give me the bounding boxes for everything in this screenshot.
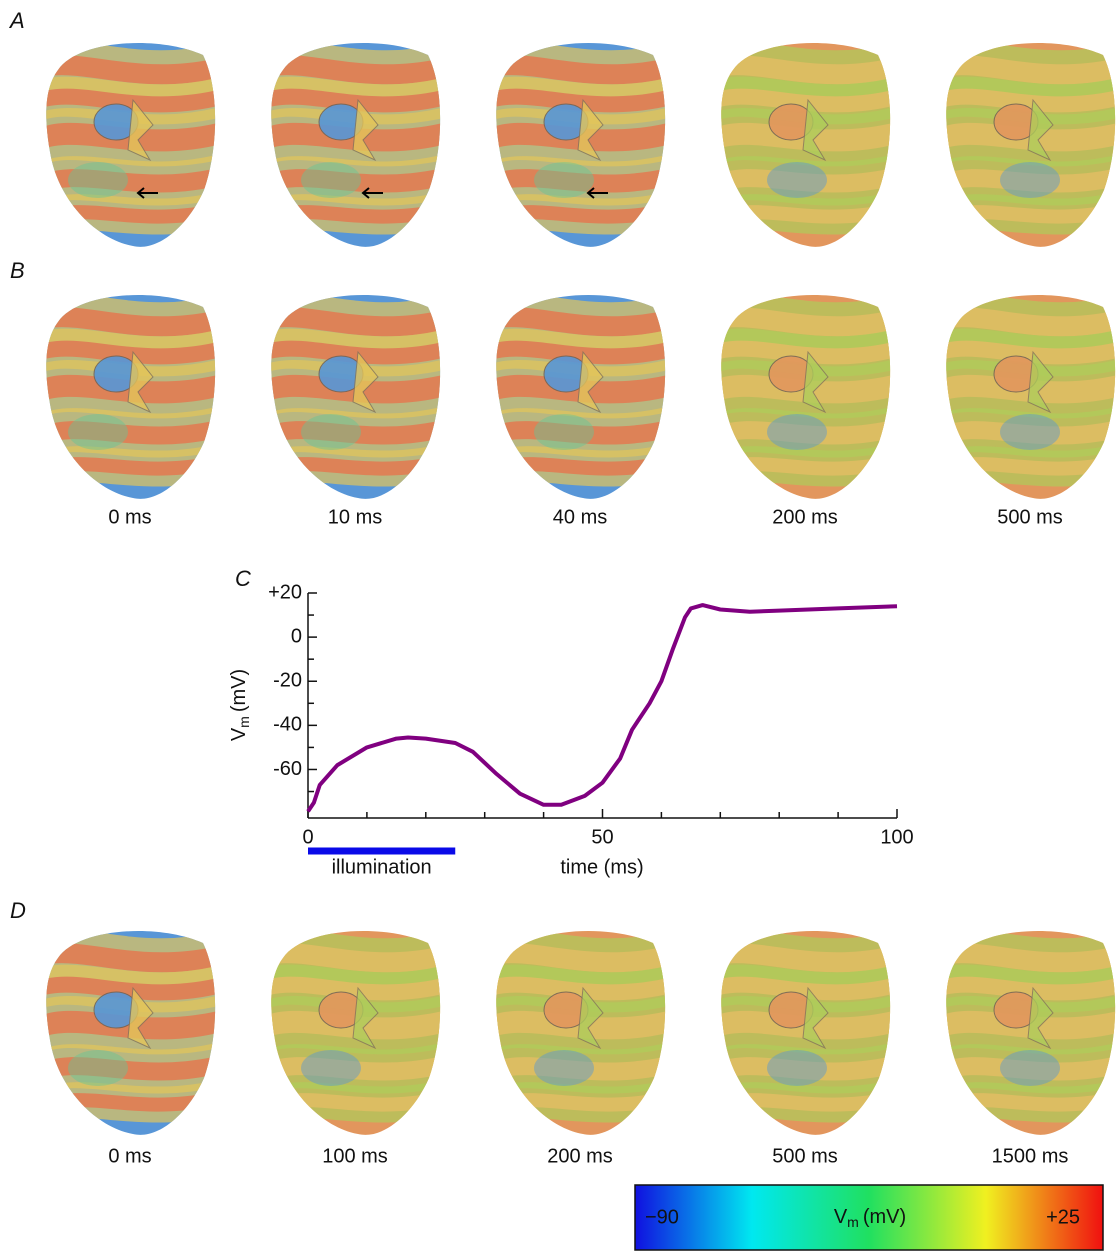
panel-label: A bbox=[8, 8, 25, 33]
heart bbox=[33, 918, 233, 1148]
heart-shade bbox=[263, 282, 453, 512]
heart-surface bbox=[483, 282, 683, 512]
heart-surface bbox=[33, 282, 233, 512]
colorbar-min: −90 bbox=[645, 1206, 679, 1228]
heart bbox=[258, 918, 458, 1148]
colorbar-label-unit: (mV) bbox=[863, 1206, 906, 1228]
colorbar-label: Vm(mV) bbox=[834, 1206, 906, 1229]
heart-surface bbox=[708, 30, 908, 260]
x-tick-label: 0 bbox=[302, 826, 313, 848]
panel-label: B bbox=[10, 258, 25, 283]
x-tick-label: 100 bbox=[880, 826, 913, 848]
heart-surface bbox=[33, 30, 233, 260]
heart-surface bbox=[483, 30, 683, 260]
heart-shade bbox=[938, 918, 1118, 1148]
heart bbox=[483, 30, 683, 260]
heart bbox=[33, 30, 233, 260]
heart bbox=[708, 282, 908, 512]
heart bbox=[708, 30, 908, 260]
heart-shade bbox=[263, 918, 453, 1148]
time-label: 500 ms bbox=[772, 1145, 838, 1167]
heart-shade bbox=[938, 30, 1118, 260]
heart bbox=[933, 30, 1118, 260]
y-axis-label-unit: (mV) bbox=[228, 669, 250, 712]
y-axis-label-sub: m bbox=[236, 716, 252, 728]
y-tick-label: +20 bbox=[268, 581, 302, 603]
heart-surface bbox=[483, 918, 683, 1148]
heart-shade bbox=[38, 282, 228, 512]
heart-shade bbox=[38, 918, 228, 1148]
heart-shade bbox=[713, 918, 903, 1148]
heart-surface bbox=[258, 282, 458, 512]
heart-surface bbox=[933, 918, 1118, 1148]
heart-shade bbox=[38, 30, 228, 260]
heart bbox=[483, 918, 683, 1148]
heart-shade bbox=[488, 30, 678, 260]
illumination-label: illumination bbox=[332, 856, 432, 878]
heart bbox=[258, 282, 458, 512]
x-axis-label: time (ms) bbox=[560, 856, 643, 878]
time-label: 100 ms bbox=[322, 1145, 388, 1167]
heart-surface bbox=[708, 282, 908, 512]
y-tick-label: 0 bbox=[291, 625, 302, 647]
heart-shade bbox=[488, 918, 678, 1148]
heart bbox=[483, 282, 683, 512]
vm-trace bbox=[308, 605, 897, 811]
time-label: 0 ms bbox=[108, 506, 151, 528]
time-label: 200 ms bbox=[772, 506, 838, 528]
colorbar-max: +25 bbox=[1046, 1206, 1080, 1228]
heart bbox=[708, 918, 908, 1148]
time-label: 40 ms bbox=[553, 506, 607, 528]
y-axis-label: Vm (mV) bbox=[228, 669, 251, 741]
heart-shade bbox=[713, 282, 903, 512]
heart-shade bbox=[488, 282, 678, 512]
panel-label: D bbox=[10, 898, 26, 923]
y-tick-label: -60 bbox=[273, 758, 302, 780]
heart-surface bbox=[258, 30, 458, 260]
time-label: 200 ms bbox=[547, 1145, 613, 1167]
panel-label: C bbox=[235, 566, 251, 591]
heart bbox=[933, 282, 1118, 512]
colorbar-label-main: V bbox=[834, 1206, 848, 1228]
time-label: 0 ms bbox=[108, 1145, 151, 1167]
time-label: 10 ms bbox=[328, 506, 382, 528]
y-tick-label: -20 bbox=[273, 670, 302, 692]
y-tick-label: -40 bbox=[273, 714, 302, 736]
heart-surface bbox=[933, 30, 1118, 260]
heart bbox=[33, 282, 233, 512]
heart-shade bbox=[713, 30, 903, 260]
heart-surface bbox=[33, 918, 233, 1148]
y-axis-label-main: V bbox=[228, 727, 250, 741]
heart-renders bbox=[33, 30, 1118, 1148]
x-tick-label: 50 bbox=[591, 826, 613, 848]
heart-shade bbox=[263, 30, 453, 260]
time-label: 1500 ms bbox=[992, 1145, 1069, 1167]
heart-surface bbox=[933, 282, 1118, 512]
colorbar-label-sub: m bbox=[847, 1214, 859, 1230]
heart bbox=[258, 30, 458, 260]
heart-shade bbox=[938, 282, 1118, 512]
time-label: 500 ms bbox=[997, 506, 1063, 528]
heart bbox=[933, 918, 1118, 1148]
heart-surface bbox=[258, 918, 458, 1148]
heart-surface bbox=[708, 918, 908, 1148]
figure: A B C D Vm(mV) time (ms) −90 +25 Vm(mV) … bbox=[0, 0, 1118, 1255]
